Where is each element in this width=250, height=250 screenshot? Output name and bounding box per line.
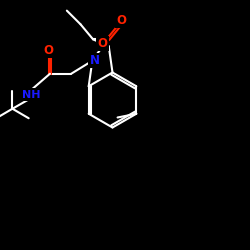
Text: NH: NH [22,90,40,100]
Text: O: O [98,37,108,50]
Text: O: O [116,14,126,26]
Text: N: N [90,54,100,67]
Text: O: O [44,44,54,57]
